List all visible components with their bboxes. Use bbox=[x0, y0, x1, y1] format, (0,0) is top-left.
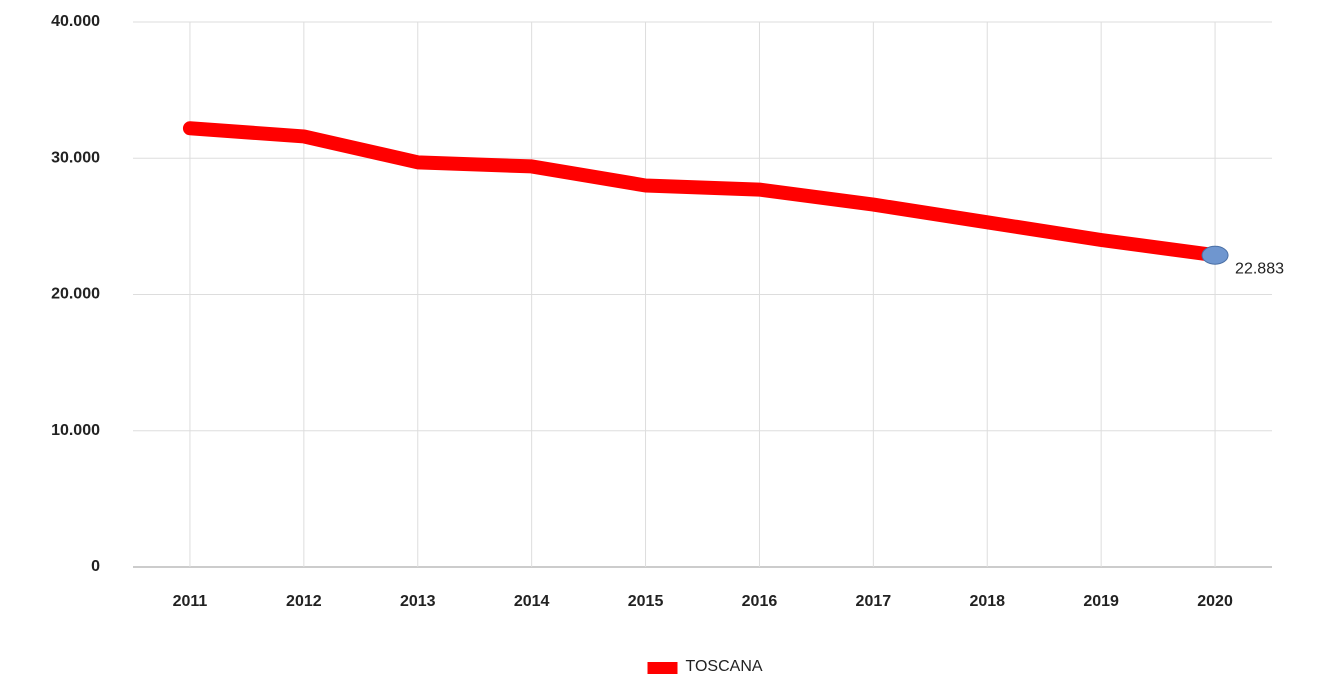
x-tick-label: 2018 bbox=[969, 593, 1005, 610]
x-tick-label: 2013 bbox=[400, 593, 436, 610]
legend-swatch bbox=[647, 662, 678, 674]
data-point-marker bbox=[1201, 245, 1229, 265]
data-line bbox=[182, 121, 1223, 263]
x-tick-label: 2011 bbox=[173, 593, 208, 610]
x-tick-label: 2020 bbox=[1197, 593, 1233, 610]
x-tick-label: 2019 bbox=[1083, 593, 1119, 610]
x-tick-label: 2012 bbox=[286, 593, 322, 610]
y-tick-label: 20.000 bbox=[51, 286, 100, 303]
y-tick-label: 0 bbox=[91, 558, 100, 575]
legend-label: TOSCANA bbox=[686, 658, 763, 675]
x-tick-label: 2016 bbox=[742, 593, 778, 610]
y-tick-label: 10.000 bbox=[51, 422, 100, 439]
x-tick-label: 2017 bbox=[856, 593, 892, 610]
x-tick-label: 2015 bbox=[628, 593, 664, 610]
x-tick-label: 2014 bbox=[514, 593, 550, 610]
y-tick-label: 30.000 bbox=[51, 149, 100, 166]
y-tick-label: 40.000 bbox=[51, 13, 100, 30]
data-label: 22.883 bbox=[1235, 260, 1284, 277]
